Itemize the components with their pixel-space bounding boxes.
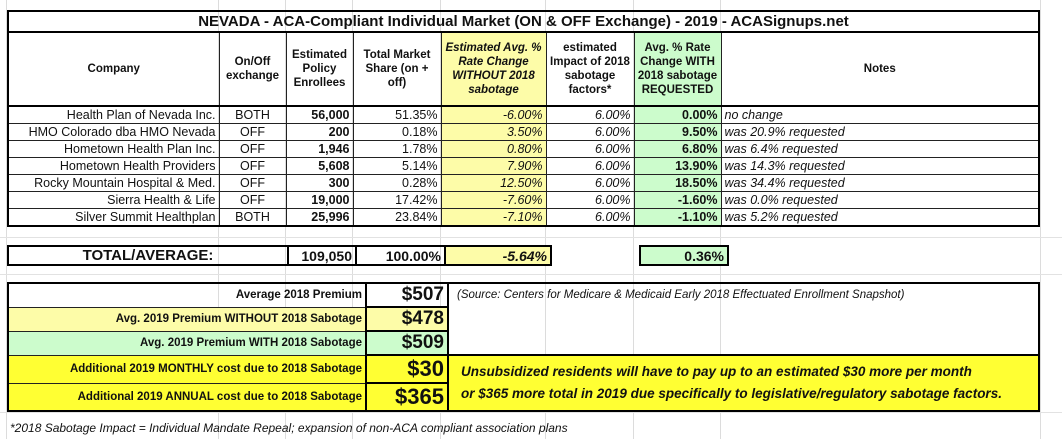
cell-impact: 6.00%	[545, 208, 635, 227]
cell-with: 13.90%	[633, 157, 722, 175]
rate-table: NEVADA - ACA-Compliant Individual Market…	[7, 10, 1040, 227]
summary-label: Additional 2019 MONTHLY cost due to 2018…	[7, 354, 367, 384]
cell-impact: 6.00%	[545, 140, 635, 158]
header-with: Avg. % Rate Change WITH 2018 sabotage RE…	[633, 31, 722, 107]
cell-share: 17.42%	[352, 191, 442, 209]
table-row: Hometown Health Providers OFF 5,608 5.14% 7.…	[7, 157, 1040, 175]
cell-with: 6.80%	[633, 140, 722, 158]
table-row: Hometown Health Plan Inc. OFF 1,946 1.78% 0.…	[7, 140, 1040, 158]
premium-summary: Average 2018 Premium $507 (Source: Cente…	[7, 282, 1040, 412]
cell-notes: was 5.2% requested	[720, 208, 1040, 227]
cell-impact: 6.00%	[545, 157, 635, 175]
cell-company: Health Plan of Nevada Inc.	[7, 105, 220, 124]
cell-impact: 6.00%	[545, 105, 635, 124]
cell-company: Hometown Health Providers	[7, 157, 220, 175]
cell-company: Sierra Health & Life	[7, 191, 220, 209]
table-row: HMO Colorado dba HMO Nevada OFF 200 0.18% 3.…	[7, 123, 1040, 141]
cell-with: 9.50%	[633, 123, 722, 141]
cell-share: 5.14%	[352, 157, 442, 175]
table-row: Health Plan of Nevada Inc. BOTH 56,000 51.3…	[7, 105, 1040, 124]
cell-notes: was 20.9% requested	[720, 123, 1040, 141]
summary-value: $365	[365, 382, 449, 412]
header-without: Estimated Avg. % Rate Change WITHOUT 201…	[440, 31, 547, 107]
summary-value: $507	[365, 282, 449, 308]
cell-share: 0.28%	[352, 174, 442, 192]
total-share: 100.00%	[355, 245, 446, 266]
cell-without: 12.50%	[440, 174, 547, 192]
cell-without: 7.90%	[440, 157, 547, 175]
cell-enrollees: 56,000	[285, 105, 354, 124]
cell-enrollees: 25,996	[285, 208, 354, 227]
cell-notes: no change	[720, 105, 1040, 124]
cell-without: -7.60%	[440, 191, 547, 209]
header-enrollees: Estimated Policy Enrollees	[285, 31, 354, 107]
message-line-1: Unsubsidized residents will have to pay …	[461, 364, 972, 379]
total-with: 0.36%	[639, 245, 729, 266]
summary-value: $30	[365, 354, 449, 384]
cell-impact: 6.00%	[545, 123, 635, 141]
cell-exchange: BOTH	[218, 105, 287, 124]
cell-share: 0.18%	[352, 123, 442, 141]
cell-notes: was 14.3% requested	[720, 157, 1040, 175]
table-title: NEVADA - ACA-Compliant Individual Market…	[7, 10, 1040, 33]
summary-label: Additional 2019 ANNUAL cost due to 2018 …	[7, 382, 367, 412]
cell-share: 23.84%	[352, 208, 442, 227]
total-enrollees: 109,050	[287, 245, 357, 266]
cell-with: -1.60%	[633, 191, 722, 209]
message-line-2: or $365 more total in 2019 due specifica…	[461, 386, 1002, 401]
cell-enrollees: 300	[285, 174, 354, 192]
sabotage-message: Unsubsidized residents will have to pay …	[447, 354, 1040, 412]
header-exchange: On/Off exchange	[218, 31, 287, 107]
cell-exchange: OFF	[218, 123, 287, 141]
cell-notes: was 0.0% requested	[720, 191, 1040, 209]
total-label: TOTAL/AVERAGE:	[7, 245, 289, 266]
cell-company: HMO Colorado dba HMO Nevada	[7, 123, 220, 141]
table-row: Silver Summit Healthplan BOTH 25,996 23.84%…	[7, 208, 1040, 227]
cell-with: -1.10%	[633, 208, 722, 227]
cell-exchange: OFF	[218, 157, 287, 175]
cell-notes: was 34.4% requested	[720, 174, 1040, 192]
cell-share: 51.35%	[352, 105, 442, 124]
header-company: Company	[7, 31, 220, 107]
cell-enrollees: 200	[285, 123, 354, 141]
cell-with: 0.00%	[633, 105, 722, 124]
total-without: -5.64%	[444, 245, 552, 266]
cell-exchange: OFF	[218, 174, 287, 192]
header-notes: Notes	[720, 31, 1040, 107]
cell-enrollees: 5,608	[285, 157, 354, 175]
header-impact: estimated Impact of 2018 sabotage factor…	[545, 31, 635, 107]
cell-without: 0.80%	[440, 140, 547, 158]
footnote: *2018 Sabotage Impact = Individual Manda…	[10, 421, 568, 435]
cell-enrollees: 19,000	[285, 191, 354, 209]
cell-without: -6.00%	[440, 105, 547, 124]
cell-exchange: OFF	[218, 191, 287, 209]
cell-without: -7.10%	[440, 208, 547, 227]
cell-company: Silver Summit Healthplan	[7, 208, 220, 227]
header-share: Total Market Share (on + off)	[352, 31, 442, 107]
cell-company: Rocky Mountain Hospital & Med.	[7, 174, 220, 192]
cell-impact: 6.00%	[545, 174, 635, 192]
cell-exchange: OFF	[218, 140, 287, 158]
table-row: Sierra Health & Life OFF 19,000 17.42% -7.60…	[7, 191, 1040, 209]
summary-label: Average 2018 Premium	[7, 282, 367, 308]
cell-notes: was 6.4% requested	[720, 140, 1040, 158]
cell-exchange: BOTH	[218, 208, 287, 227]
summary-value: $478	[365, 306, 449, 332]
total-row: TOTAL/AVERAGE: 109,050 100.00% -5.64% 0.…	[7, 245, 729, 266]
summary-value: $509	[365, 330, 449, 356]
cell-impact: 6.00%	[545, 191, 635, 209]
cell-enrollees: 1,946	[285, 140, 354, 158]
cell-without: 3.50%	[440, 123, 547, 141]
cell-with: 18.50%	[633, 174, 722, 192]
summary-label: Avg. 2019 Premium WITH 2018 Sabotage	[7, 330, 367, 356]
summary-label: Avg. 2019 Premium WITHOUT 2018 Sabotage	[7, 306, 367, 332]
cell-share: 1.78%	[352, 140, 442, 158]
table-row: Rocky Mountain Hospital & Med. OFF 300 0.28…	[7, 174, 1040, 192]
cell-company: Hometown Health Plan Inc.	[7, 140, 220, 158]
source-note: (Source: Centers for Medicare & Medicaid…	[457, 289, 905, 301]
